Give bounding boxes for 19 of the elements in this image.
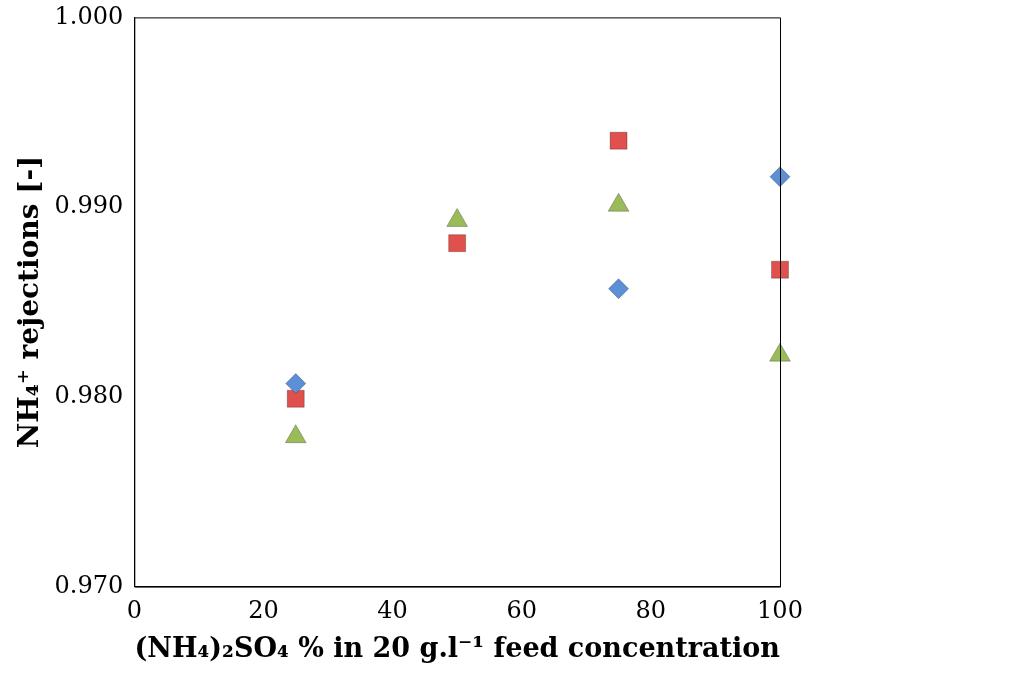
y-axis-title: NH₄⁺ rejections [-] — [12, 155, 46, 449]
x-tick-label: 80 — [635, 596, 667, 625]
x-tick-label: 100 — [757, 596, 803, 625]
x-tick-label: 40 — [377, 596, 408, 625]
y-tick-label: 0.990 — [54, 191, 124, 220]
point — [448, 234, 467, 253]
point — [771, 260, 789, 279]
y-tick-label: 0.980 — [54, 381, 124, 410]
point — [609, 131, 628, 150]
x-tick-label: 0 — [126, 596, 142, 625]
x-axis-title: (NH₄)₂SO₄ % in 20 g.l⁻¹ feed concentration — [134, 631, 780, 664]
x-tick-label: 60 — [506, 596, 537, 625]
y-tick-label: 0.970 — [54, 570, 124, 599]
x-tick-label: 20 — [248, 596, 279, 625]
point — [608, 278, 630, 300]
point — [285, 373, 307, 395]
point — [286, 389, 305, 408]
y-tick-label: 1.000 — [54, 1, 124, 30]
point — [769, 166, 791, 188]
